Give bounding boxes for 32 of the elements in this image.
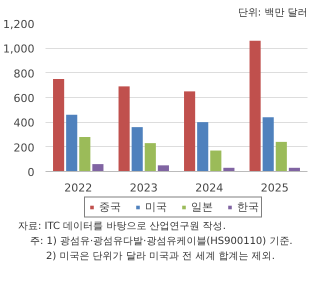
- bar: [66, 114, 78, 172]
- y-tick-label: 1,200: [3, 18, 35, 31]
- bar: [184, 91, 196, 172]
- legend-label: 중국: [99, 200, 121, 214]
- text: 2) 미국은 단위가 달라 미국과 전 세계 합계는 제외.: [46, 250, 275, 264]
- y-tick-label: 0: [28, 166, 34, 179]
- bar: [262, 117, 274, 172]
- x-tick-label: 2023: [130, 182, 158, 194]
- bar: [144, 143, 156, 172]
- x-tick-label: 2022: [64, 182, 92, 194]
- bar: [210, 150, 222, 172]
- legend-label: 한국: [237, 200, 259, 214]
- legend-label: 미국: [145, 200, 167, 214]
- legend-label: 일본: [191, 200, 213, 214]
- y-tick-label: 200: [14, 141, 35, 154]
- bar: [197, 122, 208, 172]
- bar: [92, 164, 104, 172]
- bar: [118, 86, 130, 172]
- y-tick-label: 400: [14, 116, 35, 130]
- text: 자료: ITC 데이터를 바탕으로 산업연구원 작성.: [18, 220, 226, 234]
- bar: [79, 136, 90, 172]
- text: 주: 1) 광섬유·광섬유다발·광섬유케이블(HS900110) 기준.: [30, 235, 293, 249]
- y-tick-label: 800: [14, 67, 35, 80]
- bar: [132, 127, 143, 172]
- x-tick-label: 2024: [195, 182, 224, 194]
- chart-subtitle: 단위: 백만 달러: [238, 8, 308, 18]
- y-tick-label: 600: [14, 92, 35, 105]
- y-tick-label: 1,000: [3, 42, 35, 56]
- bar: [276, 142, 287, 172]
- bar: [250, 40, 261, 172]
- bar: [53, 79, 64, 172]
- x-tick-label: 2025: [260, 182, 289, 194]
